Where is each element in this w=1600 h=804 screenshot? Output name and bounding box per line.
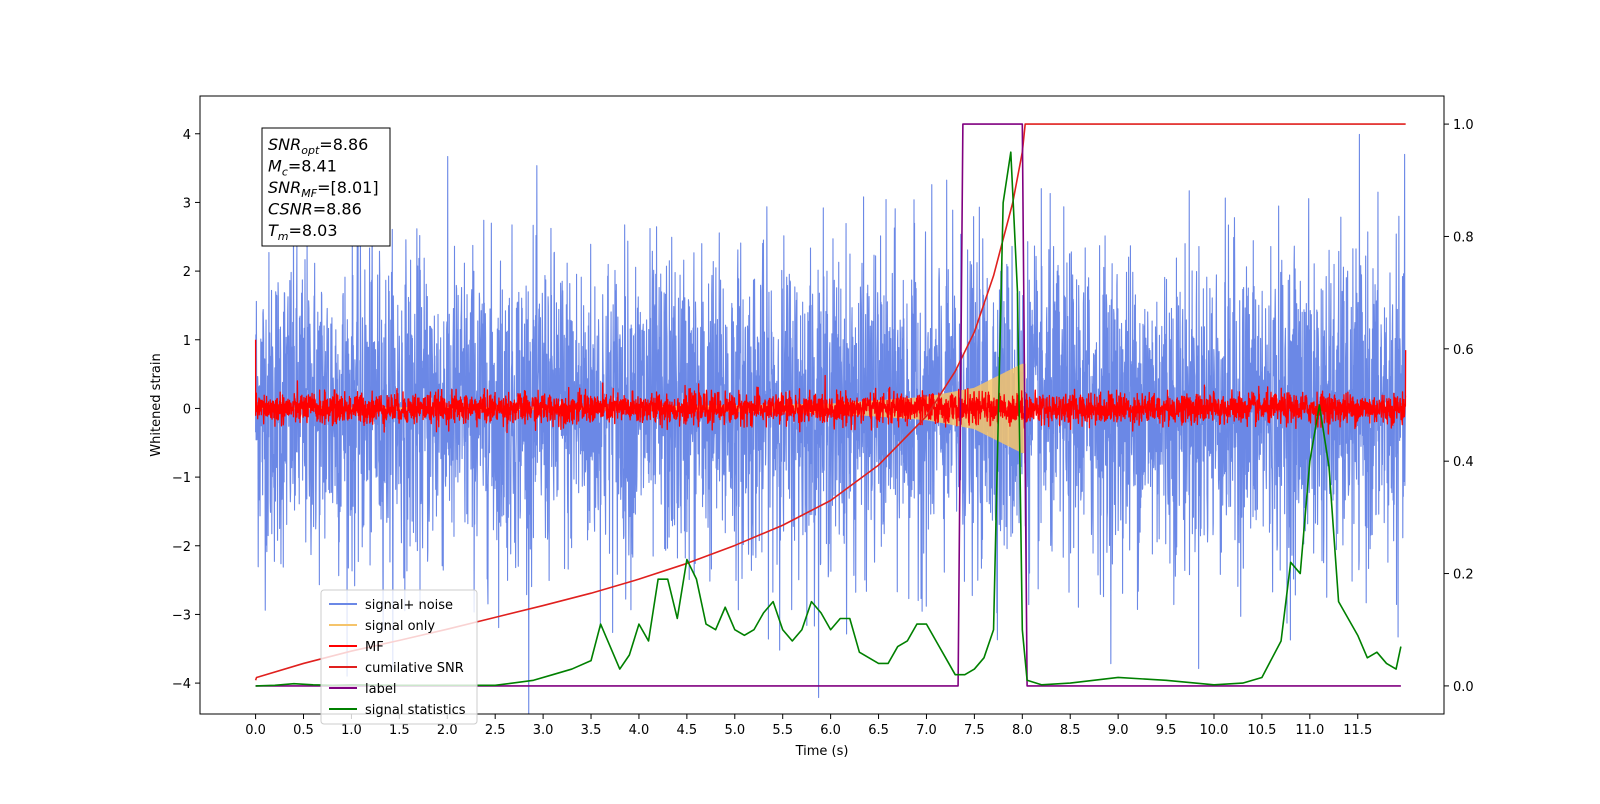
annotation-frame xyxy=(261,127,391,247)
annotation-symbol: T xyxy=(268,221,279,240)
legend-item-mf: MF xyxy=(329,640,384,655)
legend-label: label xyxy=(365,682,396,697)
x-tick-label: 9.0 xyxy=(1108,723,1129,738)
x-tick-label: 4.5 xyxy=(677,723,698,738)
y2-tick-label: 0.6 xyxy=(1453,343,1474,358)
x-tick-label: 6.0 xyxy=(820,723,841,738)
annotation-line: SNRMF=[8.01] xyxy=(268,178,379,200)
annotation-line: Tm=8.03 xyxy=(268,221,338,243)
y-tick-label: −3 xyxy=(172,608,191,623)
y2-tick-label: 0.0 xyxy=(1453,680,1474,695)
x-tick-label: 7.5 xyxy=(964,723,985,738)
annotation-value: =8.03 xyxy=(289,221,338,240)
x-tick-label: 5.0 xyxy=(724,723,745,738)
annotation-symbol: SNR xyxy=(268,135,301,154)
x-tick-label: 6.5 xyxy=(868,723,889,738)
x-tick-label: 9.5 xyxy=(1156,723,1177,738)
annotation-subscript: c xyxy=(282,166,288,179)
y-tick-label: 1 xyxy=(183,334,191,349)
annotation-subscript: MF xyxy=(301,187,317,200)
annotation-box: SNRopt=8.86Mc=8.41SNRMF=[8.01]CSNR=8.86T… xyxy=(261,127,391,247)
x-tick-label: 3.0 xyxy=(533,723,554,738)
annotation-line: SNRopt=8.86 xyxy=(268,135,368,157)
x-tick-label: 8.5 xyxy=(1060,723,1081,738)
x-tick-label: 3.5 xyxy=(581,723,602,738)
legend-label: signal+ noise xyxy=(365,598,453,613)
y2-tick-label: 1.0 xyxy=(1453,118,1474,133)
legend-item-signal-only: signal only xyxy=(329,619,435,634)
legend: signal+ noise signal only MF cumilative SNR… xyxy=(320,589,478,725)
y-tick-label: 0 xyxy=(183,402,191,417)
legend-item-signal-statistics: signal statistics xyxy=(329,703,466,718)
x-tick-label: 5.5 xyxy=(772,723,793,738)
series-label xyxy=(255,123,1401,687)
annotation-symbol: SNR xyxy=(268,178,301,197)
y2-tick-label: 0.8 xyxy=(1453,230,1474,245)
legend-item-signal-noise: signal+ noise xyxy=(329,598,453,613)
y-tick-label: 4 xyxy=(183,128,191,143)
x-tick-label: 11.0 xyxy=(1295,723,1324,738)
annotation-value: =8.86 xyxy=(319,135,368,154)
y-tick-label: −2 xyxy=(172,540,191,555)
x-tick-label: 10.0 xyxy=(1200,723,1229,738)
annotation-line: Mc=8.41 xyxy=(268,157,337,179)
legend-frame xyxy=(320,589,478,725)
legend-label: signal statistics xyxy=(365,703,466,718)
y-axis-left: −4 −3 −2 −1 0 1 2 3 4 xyxy=(172,128,200,692)
x-tick-label: 1.5 xyxy=(389,723,410,738)
x-axis-label: Time (s) xyxy=(795,744,849,759)
y-tick-label: 2 xyxy=(183,265,191,280)
annotation-symbol: M xyxy=(268,157,282,176)
x-tick-label: 1.0 xyxy=(341,723,362,738)
x-tick-label: 2.0 xyxy=(437,723,458,738)
y-tick-label: 3 xyxy=(183,196,191,211)
y2-tick-label: 0.4 xyxy=(1453,455,1474,470)
x-tick-label: 7.0 xyxy=(916,723,937,738)
legend-label: MF xyxy=(365,640,384,655)
legend-item-label: label xyxy=(329,682,396,697)
x-tick-label: 10.5 xyxy=(1247,723,1276,738)
x-tick-label: 0.5 xyxy=(293,723,314,738)
annotation-value: =8.86 xyxy=(313,200,362,219)
legend-item-cumilative-snr: cumilative SNR xyxy=(329,661,464,676)
series-signal-statistics xyxy=(255,151,1402,687)
annotation-value: =[8.01] xyxy=(317,178,379,197)
x-tick-label: 2.5 xyxy=(485,723,506,738)
y2-tick-label: 0.2 xyxy=(1453,568,1474,583)
y-tick-label: −1 xyxy=(172,471,191,486)
series-mf xyxy=(254,339,1407,435)
annotation-subscript: m xyxy=(278,230,289,243)
y-axis-label: Whitened strain xyxy=(149,353,164,456)
axes-frame xyxy=(199,95,1445,715)
x-tick-label: 11.5 xyxy=(1343,723,1372,738)
annotation-subscript: opt xyxy=(301,144,320,157)
legend-label: signal only xyxy=(365,619,435,634)
annotation-symbol: CSNR xyxy=(268,200,313,219)
legend-label: cumilative SNR xyxy=(365,661,464,676)
x-tick-label: 8.0 xyxy=(1012,723,1033,738)
annotation-line: CSNR=8.86 xyxy=(268,200,362,219)
x-tick-label: 4.0 xyxy=(629,723,650,738)
y-axis-right: 0.0 0.2 0.4 0.6 0.8 1.0 xyxy=(1444,118,1474,695)
y-tick-label: −4 xyxy=(172,677,191,692)
annotation-value: =8.41 xyxy=(288,157,337,176)
x-tick-label: 0.0 xyxy=(245,723,266,738)
x-axis: 0.0 0.5 1.0 1.5 2.0 2.5 3.0 3.5 4.0 4.5 5.0 5.5 6.0 6… xyxy=(245,714,1372,738)
